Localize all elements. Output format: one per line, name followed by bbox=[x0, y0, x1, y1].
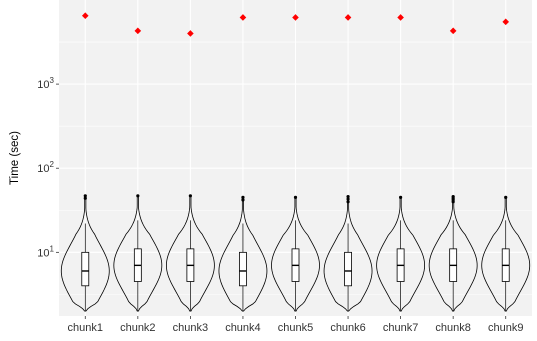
marker-chunk5 bbox=[292, 14, 299, 21]
box-chunk1 bbox=[81, 251, 90, 287]
marker-chunk9 bbox=[502, 18, 510, 26]
x-tick-label-chunk4: chunk4 bbox=[225, 322, 260, 334]
marker-chunk7 bbox=[397, 14, 404, 21]
y-tick-label: 102 bbox=[37, 160, 54, 175]
x-tick-label-chunk9: chunk9 bbox=[488, 322, 523, 334]
marker-chunk8 bbox=[449, 27, 457, 35]
marker-chunk6 bbox=[344, 14, 352, 21]
y-axis-title: Time (sec) bbox=[9, 131, 21, 185]
x-tick-label-chunk2: chunk2 bbox=[120, 322, 155, 334]
marker-chunk4 bbox=[239, 14, 247, 21]
outlier-point bbox=[399, 195, 403, 199]
box-chunk4 bbox=[239, 251, 247, 287]
outlier-point bbox=[83, 196, 87, 200]
outlier-point bbox=[346, 194, 350, 199]
marker-chunk3 bbox=[187, 30, 194, 37]
marker-chunk1 bbox=[81, 12, 89, 20]
y-axis: 101 102 103 bbox=[37, 76, 59, 259]
outlier-point bbox=[451, 194, 455, 199]
x-tick-label-chunk6: chunk6 bbox=[330, 322, 365, 334]
marker-chunk2 bbox=[134, 27, 142, 35]
outlier-point bbox=[293, 195, 298, 199]
outlier-point bbox=[136, 194, 140, 198]
x-axis: chunk1 chunk2 chunk3 chunk4 chunk5 chunk6 chun… bbox=[68, 316, 523, 334]
y-tick-label: 101 bbox=[37, 244, 54, 259]
box-chunk6 bbox=[344, 251, 352, 287]
x-tick-label-chunk8: chunk8 bbox=[435, 322, 470, 334]
x-tick-label-chunk7: chunk7 bbox=[383, 322, 418, 334]
x-tick-label-chunk1: chunk1 bbox=[68, 322, 103, 334]
outlier-point bbox=[188, 194, 192, 198]
red-markers bbox=[81, 12, 510, 37]
outlier-point bbox=[346, 197, 350, 201]
outlier-point bbox=[241, 198, 245, 202]
outlier-point bbox=[83, 194, 87, 198]
violins bbox=[60, 194, 531, 312]
outlier-point bbox=[504, 195, 508, 199]
y-tick-label: 103 bbox=[37, 76, 54, 91]
x-tick-label-chunk5: chunk5 bbox=[278, 322, 313, 334]
outlier-point bbox=[346, 200, 350, 204]
outlier-point bbox=[241, 195, 245, 199]
x-tick-label-chunk3: chunk3 bbox=[173, 322, 208, 334]
